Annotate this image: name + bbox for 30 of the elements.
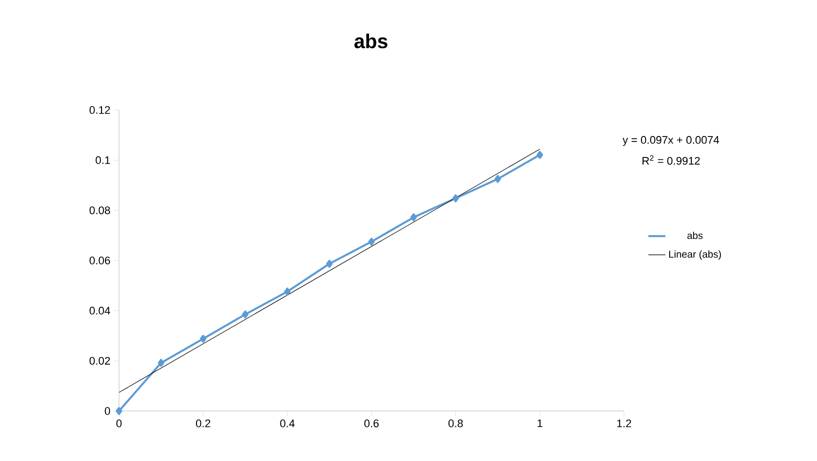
annotation: y = 0.097x + 0.0074 [622, 136, 720, 146]
x-tick-label: 0 [116, 420, 122, 428]
legend-label: abs [687, 232, 703, 240]
point [284, 288, 291, 296]
y-tick-label: 0 [104, 407, 110, 415]
point [242, 310, 248, 318]
y-tick-label: 0.04 [90, 306, 110, 315]
point [368, 238, 375, 246]
point [200, 334, 206, 343]
point [452, 194, 459, 202]
y-tick-label: 0.06 [90, 256, 110, 264]
y-tick-label: 0.1 [96, 156, 110, 164]
point [326, 260, 333, 268]
x-tick-label: 0.2 [196, 420, 210, 428]
x-tick-label: 0.8 [448, 420, 463, 428]
point [158, 358, 164, 367]
y-tick-label: 0.02 [90, 356, 110, 365]
x-tick-label: 0.6 [364, 420, 379, 428]
point [536, 150, 544, 159]
point [116, 406, 122, 415]
legend-label: Linear (abs) [669, 250, 721, 260]
x-tick-label: 1.2 [617, 420, 632, 428]
point [410, 213, 417, 222]
y-tick-label: 0.08 [90, 206, 110, 214]
point [494, 174, 501, 183]
text: R$^{2}$ = 0.9912 [642, 155, 700, 165]
x-tick-label: 1 [538, 420, 542, 428]
chart-title: abs [354, 34, 388, 48]
x-tick-label: 0.4 [280, 420, 295, 428]
y-tick-label: 0.12 [90, 106, 110, 114]
